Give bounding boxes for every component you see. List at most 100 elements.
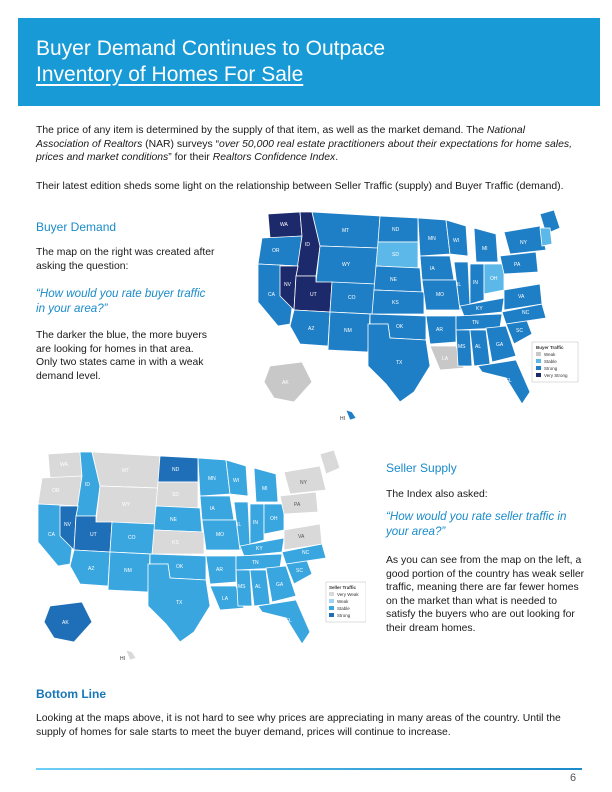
state-ga	[265, 565, 297, 603]
seller-legend-swatch-strong	[329, 613, 334, 617]
label-ms: MS	[238, 584, 246, 590]
seller-legend-label-weak: Weak	[337, 599, 349, 604]
buyer-map-states	[257, 209, 561, 421]
label-wa: WA	[60, 462, 69, 468]
state-tx	[147, 563, 211, 643]
intro-index-name: Realtors Confidence Index	[212, 152, 336, 164]
buyer-map-labels: WA OR ID MT ND SD WY NV UT CO NE KS CA A…	[268, 222, 530, 422]
label-ks: KS	[172, 540, 179, 546]
state-ia	[199, 495, 235, 521]
label-ga: GA	[496, 342, 504, 348]
buyer-legend-swatch-weak	[536, 352, 541, 356]
state-ms	[235, 569, 253, 607]
seller-legend-label-very-weak: Very Weak	[337, 592, 359, 597]
buyer-map-legend: Buyer Traffic Weak Stable Strong Very St…	[531, 341, 579, 383]
state-va	[503, 283, 543, 311]
state-mi	[473, 227, 499, 263]
label-az: AZ	[88, 566, 94, 572]
label-ia: IA	[210, 506, 215, 512]
label-oh: OH	[270, 516, 278, 522]
page-title: Buyer Demand Continues to Outpace Invent…	[36, 36, 576, 88]
intro-quote: over 50,000 real estate practitioners ab…	[36, 138, 572, 164]
buyer-legend-swatch-strong	[536, 366, 541, 370]
label-ak: AK	[62, 620, 69, 626]
label-ks: KS	[392, 300, 399, 306]
seller-traffic-map: WA OR ID MT ND SD WY NV UT CO NE KS CA A…	[37, 449, 366, 662]
label-nd: ND	[392, 227, 400, 233]
label-nc: NC	[302, 550, 310, 556]
label-tn: TN	[252, 560, 259, 566]
bottom-line-heading: Bottom Line	[36, 687, 106, 701]
label-wy: WY	[122, 502, 131, 508]
footer-divider	[36, 768, 582, 770]
buyer-demand-heading: Buyer Demand	[36, 220, 117, 234]
state-va	[283, 523, 323, 551]
seller-legend-label-strong: Strong	[337, 613, 351, 618]
seller-legend-swatch-very-weak	[329, 592, 334, 596]
state-vt	[539, 227, 553, 247]
state-or	[257, 235, 303, 267]
state-la	[429, 345, 465, 371]
buyer-demand-text: The map on the right was created after a…	[36, 247, 215, 272]
label-il: IL	[457, 282, 461, 288]
state-pa	[499, 251, 539, 275]
label-ny: NY	[520, 240, 528, 246]
label-wi: WI	[233, 478, 239, 484]
buyer-legend-title: Buyer Traffic	[536, 345, 564, 350]
state-ne	[373, 265, 423, 293]
label-nm: NM	[344, 328, 352, 334]
label-fl: FL	[506, 378, 512, 384]
page-number: 6	[570, 772, 577, 784]
state-mi	[253, 467, 279, 503]
label-wa: WA	[280, 222, 289, 228]
buyer-legend-label-strong: Strong	[544, 366, 558, 371]
label-ar: AR	[216, 567, 223, 573]
state-wi	[225, 459, 249, 497]
label-ut: UT	[90, 532, 97, 538]
seller-supply-quote: “How would you rate seller traffic in yo…	[386, 510, 567, 538]
label-sd: SD	[392, 252, 399, 258]
state-la	[209, 585, 245, 611]
state-me	[319, 449, 341, 475]
label-sc: SC	[296, 568, 303, 574]
state-ks	[151, 529, 205, 555]
page-title-line2: Inventory of Homes For Sale	[36, 63, 304, 86]
label-va: VA	[518, 294, 525, 300]
seller-legend-swatch-weak	[329, 599, 334, 603]
label-hi: HI	[120, 656, 125, 662]
label-mn: MN	[428, 236, 436, 242]
label-pa: PA	[514, 262, 521, 268]
intro-text-c: (NAR) surveys “	[142, 138, 220, 150]
state-wi	[445, 219, 469, 257]
label-ar: AR	[436, 327, 443, 333]
state-nc	[501, 303, 547, 325]
buyer-legend-label-stable: Stable	[544, 359, 557, 364]
label-ut: UT	[310, 292, 317, 298]
label-sc: SC	[516, 328, 523, 334]
intro-text-e: ” for their	[168, 152, 213, 164]
bottom-line-text: Looking at the maps above, it is not har…	[36, 713, 561, 738]
label-sd: SD	[172, 492, 179, 498]
label-mo: MO	[216, 532, 224, 538]
buyer-demand-explanation: The darker the blue, the more buyers are…	[36, 330, 207, 382]
label-ne: NE	[170, 517, 178, 523]
state-ne	[153, 505, 203, 533]
intro-nar-name: National Association of Realtors	[36, 125, 525, 150]
state-hi	[125, 649, 137, 661]
seller-map-labels: WA OR ID MT ND SD WY NV UT CO NE KS CA A…	[48, 462, 310, 662]
page-title-line1: Buyer Demand Continues to Outpace	[36, 37, 386, 60]
state-in	[469, 263, 485, 305]
state-hi	[345, 409, 357, 421]
label-il: IL	[237, 522, 241, 528]
label-nv: NV	[284, 282, 292, 288]
label-wy: WY	[342, 262, 351, 268]
state-nc	[281, 543, 327, 565]
state-ny	[283, 465, 327, 495]
label-or: OR	[272, 248, 280, 254]
state-or	[37, 475, 83, 507]
label-ky: KY	[476, 306, 483, 312]
seller-supply-text: The Index also asked:	[386, 489, 488, 500]
state-ks	[371, 289, 425, 315]
label-ms: MS	[458, 344, 466, 350]
label-mi: MI	[262, 486, 268, 492]
